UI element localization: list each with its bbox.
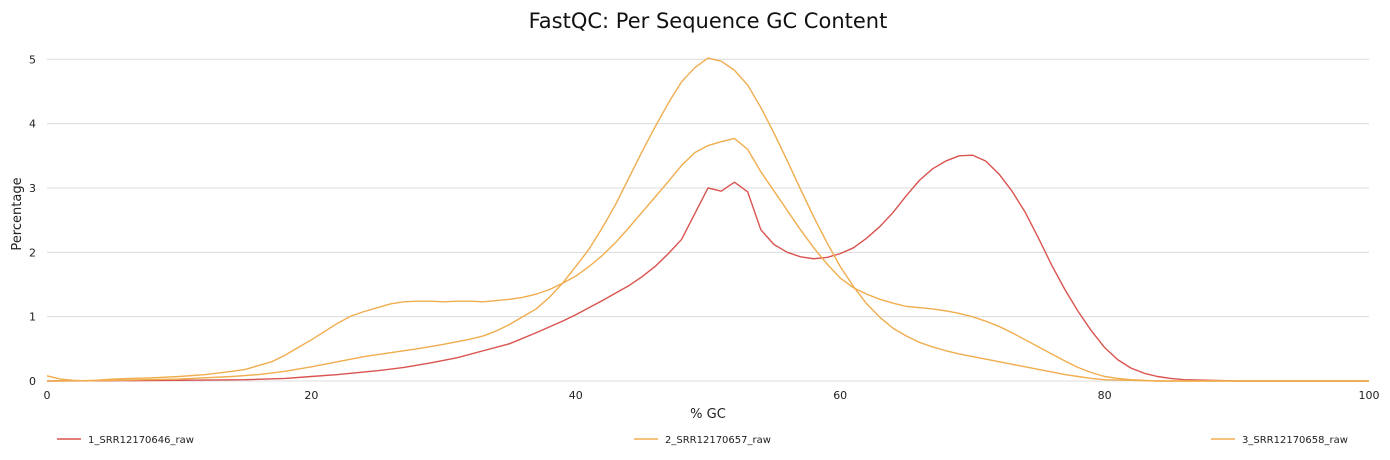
series-line-2 [46, 137, 1369, 382]
legend-item-3[interactable]: 3_SRR12170658_raw [1211, 435, 1348, 446]
y-axis-ticks: 0 1 2 3 4 5 [29, 53, 36, 388]
x-tick-label: 40 [569, 389, 583, 402]
series-line-1 [46, 154, 1369, 382]
chart-title: FastQC: Per Sequence GC Content [529, 9, 888, 33]
y-tick-label: 2 [29, 246, 36, 259]
y-tick-label: 0 [29, 375, 36, 388]
x-axis-label: % GC [690, 407, 726, 422]
y-tick-label: 1 [29, 311, 36, 324]
legend-label: 1_SRR12170646_raw [88, 435, 194, 446]
series-line-3 [46, 57, 1369, 382]
legend-item-1[interactable]: 1_SRR12170646_raw [57, 435, 194, 446]
legend-label: 3_SRR12170658_raw [1242, 435, 1348, 446]
x-tick-label: 0 [44, 389, 51, 402]
y-axis-label: Percentage [10, 177, 25, 250]
y-tick-label: 4 [29, 118, 36, 131]
x-tick-label: 80 [1098, 389, 1112, 402]
y-tick-label: 3 [29, 182, 36, 195]
series-lines [46, 57, 1369, 382]
y-tick-label: 5 [29, 53, 36, 66]
x-tick-label: 20 [304, 389, 318, 402]
gridlines [47, 58, 1369, 382]
x-tick-label: 60 [833, 389, 847, 402]
x-axis-ticks: 0 20 40 60 80 100 [44, 389, 1380, 402]
legend-item-2[interactable]: 2_SRR12170657_raw [634, 435, 771, 446]
x-tick-label: 100 [1359, 389, 1380, 402]
legend-label: 2_SRR12170657_raw [665, 435, 771, 446]
legend: 1_SRR12170646_raw 2_SRR12170657_raw 3_SRR1… [57, 435, 1348, 446]
